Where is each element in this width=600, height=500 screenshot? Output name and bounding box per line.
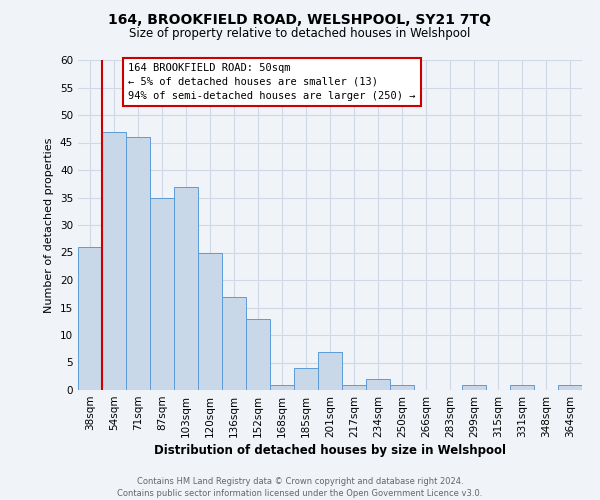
- Bar: [222, 296, 246, 390]
- Text: Contains HM Land Registry data © Crown copyright and database right 2024.: Contains HM Land Registry data © Crown c…: [137, 478, 463, 486]
- Bar: [462, 384, 486, 390]
- Bar: [558, 384, 582, 390]
- Y-axis label: Number of detached properties: Number of detached properties: [44, 138, 55, 312]
- Text: 164, BROOKFIELD ROAD, WELSHPOOL, SY21 7TQ: 164, BROOKFIELD ROAD, WELSHPOOL, SY21 7T…: [109, 12, 491, 26]
- Bar: [198, 252, 222, 390]
- Bar: [390, 384, 414, 390]
- Bar: [174, 186, 198, 390]
- Bar: [126, 137, 150, 390]
- Text: 164 BROOKFIELD ROAD: 50sqm
← 5% of detached houses are smaller (13)
94% of semi-: 164 BROOKFIELD ROAD: 50sqm ← 5% of detac…: [128, 62, 416, 101]
- Bar: [510, 384, 534, 390]
- Text: Contains public sector information licensed under the Open Government Licence v3: Contains public sector information licen…: [118, 489, 482, 498]
- Bar: [318, 352, 342, 390]
- Bar: [270, 384, 294, 390]
- Text: Size of property relative to detached houses in Welshpool: Size of property relative to detached ho…: [130, 28, 470, 40]
- Bar: [150, 198, 174, 390]
- Bar: [102, 132, 126, 390]
- Bar: [366, 379, 390, 390]
- Bar: [246, 318, 270, 390]
- X-axis label: Distribution of detached houses by size in Welshpool: Distribution of detached houses by size …: [154, 444, 506, 457]
- Bar: [78, 247, 102, 390]
- Bar: [294, 368, 318, 390]
- Bar: [342, 384, 366, 390]
